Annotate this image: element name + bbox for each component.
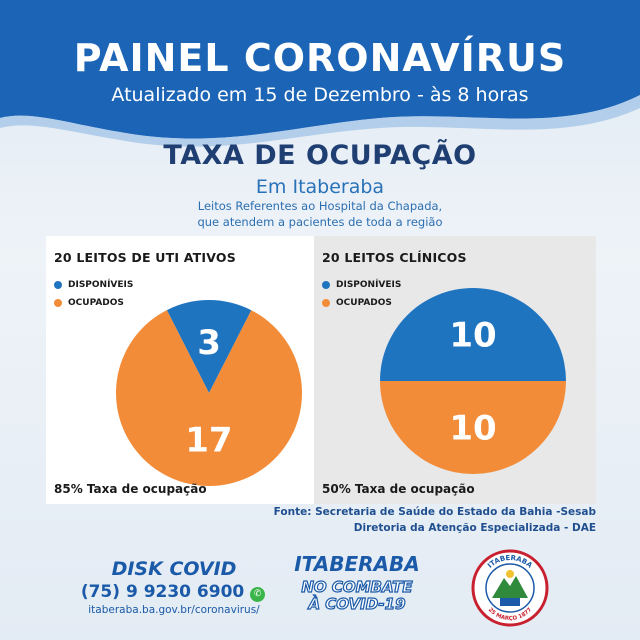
- slogan-line-2: À COVID-19: [308, 594, 406, 613]
- pie-slice-label: 10: [449, 409, 496, 449]
- disk-covid-phone: (75) 9 9230 6900 ✆: [78, 582, 268, 602]
- section-subtitle: Em Itaberaba: [255, 176, 385, 198]
- legend-item-occupied: OCUPADOS: [54, 294, 133, 312]
- city-crest-logo: ITABERABA 25 MARÇO 1877: [471, 549, 549, 627]
- pie-slice-label: 3: [197, 323, 221, 363]
- legend-item-available: DISPONÍVEIS: [322, 276, 401, 294]
- pie-slice-label: 17: [185, 420, 232, 460]
- section-description: Leitos Referentes ao Hospital da Chapada…: [0, 198, 640, 230]
- city-name: ITABERABA: [294, 552, 420, 576]
- pie-slice-label: 10: [449, 316, 496, 356]
- pie-slice-available: [380, 288, 566, 381]
- legend-swatch-orange: [322, 299, 330, 307]
- pie-slice-occupied: [116, 310, 302, 486]
- page-title: PAINEL CORONAVÍRUS: [73, 36, 567, 80]
- pie-slice-occupied: [380, 381, 566, 474]
- legend-label: DISPONÍVEIS: [336, 280, 402, 290]
- uti-occupancy-rate: 85% Taxa de ocupação: [54, 482, 207, 496]
- uti-chart-title: 20 LEITOS DE UTI ATIVOS: [54, 250, 236, 265]
- slogan-line-1: NO COMBATE: [301, 577, 414, 596]
- clinical-pie-chart: 10 10: [380, 288, 566, 474]
- uti-pie-chart: 3 17: [116, 300, 302, 486]
- clinical-occupancy-rate: 50% Taxa de ocupação: [322, 482, 475, 496]
- description-line-1: Leitos Referentes ao Hospital da Chapada…: [197, 199, 443, 213]
- page-subtitle: Atualizado em 15 de Dezembro - às 8 hora…: [111, 84, 529, 106]
- header-banner: [0, 0, 640, 147]
- pie-slice-available: [166, 300, 252, 393]
- uti-legend: DISPONÍVEIS OCUPADOS: [54, 276, 133, 312]
- source-note: Fonte: Secretaria de Saúde do Estado da …: [274, 504, 596, 536]
- phone-number: (75) 9 9230 6900: [80, 582, 245, 602]
- clinical-legend: DISPONÍVEIS OCUPADOS: [322, 276, 401, 312]
- description-line-2: que atendem a pacientes de toda a região: [197, 215, 443, 229]
- website-url[interactable]: itaberaba.ba.gov.br/coronavirus/: [88, 604, 260, 616]
- legend-swatch-orange: [54, 299, 62, 307]
- clinical-chart-panel: 20 LEITOS CLÍNICOS DISPONÍVEIS OCUPADOS …: [314, 236, 596, 504]
- source-line-2: Diretoria da Atenção Especializada - DAE: [353, 522, 596, 534]
- legend-label: DISPONÍVEIS: [68, 280, 134, 290]
- uti-chart-panel: 20 LEITOS DE UTI ATIVOS DISPONÍVEIS OCUP…: [46, 236, 314, 504]
- clinical-chart-title: 20 LEITOS CLÍNICOS: [322, 250, 467, 265]
- legend-item-available: DISPONÍVEIS: [54, 276, 133, 294]
- disk-covid-title: DISK COVID: [111, 558, 237, 580]
- legend-swatch-blue: [322, 281, 330, 289]
- legend-label: OCUPADOS: [336, 298, 392, 308]
- legend-item-occupied: OCUPADOS: [322, 294, 401, 312]
- source-line-1: Fonte: Secretaria de Saúde do Estado da …: [273, 506, 596, 518]
- whatsapp-icon: ✆: [250, 587, 266, 602]
- legend-label: OCUPADOS: [68, 298, 124, 308]
- section-title: TAXA DE OCUPAÇÃO: [163, 140, 477, 171]
- legend-swatch-blue: [54, 281, 62, 289]
